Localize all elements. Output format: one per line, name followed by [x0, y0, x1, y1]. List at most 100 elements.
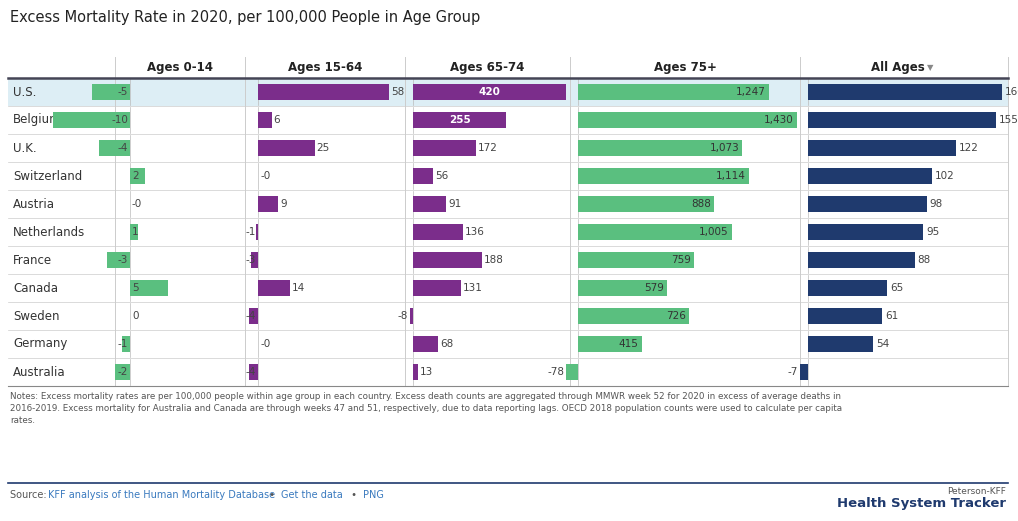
Text: -3: -3 — [245, 255, 256, 265]
Bar — [8, 190, 1008, 218]
Text: 68: 68 — [440, 339, 453, 349]
Text: -0: -0 — [261, 171, 271, 181]
Bar — [808, 225, 923, 240]
Bar — [8, 162, 1008, 190]
Text: -5: -5 — [118, 87, 128, 97]
Bar — [578, 336, 641, 352]
Text: Ages 65-74: Ages 65-74 — [450, 61, 524, 74]
Bar — [107, 252, 130, 268]
Text: Germany: Germany — [13, 338, 67, 351]
Text: -78: -78 — [547, 367, 564, 377]
Text: -0: -0 — [132, 199, 143, 209]
Bar — [258, 140, 315, 156]
Text: 888: 888 — [691, 199, 711, 209]
Text: 9: 9 — [280, 199, 287, 209]
Text: Canada: Canada — [13, 281, 58, 294]
Bar — [413, 364, 417, 380]
Text: Australia: Australia — [13, 366, 65, 378]
Text: 91: 91 — [448, 199, 461, 209]
Text: 726: 726 — [666, 311, 686, 321]
Bar — [53, 113, 130, 128]
Bar — [413, 140, 475, 156]
Text: -4: -4 — [118, 143, 128, 153]
Text: -1: -1 — [245, 227, 256, 237]
Text: U.K.: U.K. — [13, 142, 37, 155]
Text: -4: -4 — [245, 311, 256, 321]
Bar — [249, 364, 258, 380]
Text: 14: 14 — [292, 283, 305, 293]
Bar — [130, 168, 146, 184]
Text: 54: 54 — [876, 339, 890, 349]
Bar — [8, 302, 1008, 330]
Bar — [578, 168, 748, 184]
Bar — [413, 336, 438, 352]
Bar — [410, 308, 413, 324]
Text: Switzerland: Switzerland — [13, 169, 82, 182]
Bar — [578, 225, 732, 240]
Bar — [808, 196, 926, 212]
Text: 102: 102 — [935, 171, 955, 181]
Bar — [808, 252, 914, 268]
Bar — [808, 113, 996, 128]
Text: ▼: ▼ — [926, 63, 934, 72]
Text: Ages 0-14: Ages 0-14 — [147, 61, 213, 74]
Text: Ages 15-64: Ages 15-64 — [288, 61, 362, 74]
Text: 420: 420 — [478, 87, 501, 97]
Bar — [8, 330, 1008, 358]
Text: -4: -4 — [245, 367, 256, 377]
Bar — [578, 252, 694, 268]
Bar — [808, 84, 1002, 100]
Bar — [8, 274, 1008, 302]
Text: Austria: Austria — [13, 197, 55, 210]
Bar — [256, 225, 258, 240]
Bar — [808, 280, 887, 296]
Bar — [799, 364, 808, 380]
Text: -2: -2 — [118, 367, 128, 377]
Text: 88: 88 — [917, 255, 930, 265]
Bar — [808, 140, 956, 156]
Bar — [130, 225, 137, 240]
Text: -1: -1 — [118, 339, 128, 349]
Bar — [8, 218, 1008, 246]
Bar — [578, 308, 689, 324]
Text: -7: -7 — [787, 367, 797, 377]
Bar — [8, 78, 1008, 106]
Text: France: France — [13, 254, 52, 267]
Text: 2: 2 — [132, 171, 138, 181]
Bar — [413, 252, 482, 268]
Text: 759: 759 — [671, 255, 691, 265]
Text: 0: 0 — [132, 311, 138, 321]
Text: Sweden: Sweden — [13, 309, 59, 322]
Text: 65: 65 — [890, 283, 903, 293]
Bar — [251, 252, 258, 268]
Text: 6: 6 — [274, 115, 280, 125]
Text: 1,247: 1,247 — [736, 87, 766, 97]
Bar — [578, 113, 797, 128]
Text: •: • — [348, 490, 360, 500]
Text: 579: 579 — [643, 283, 664, 293]
Bar — [413, 225, 462, 240]
Text: 98: 98 — [929, 199, 943, 209]
Text: KFF analysis of the Human Mortality Database: KFF analysis of the Human Mortality Data… — [48, 490, 275, 500]
Bar — [130, 280, 168, 296]
Bar — [413, 280, 461, 296]
Bar — [8, 246, 1008, 274]
Text: -0: -0 — [261, 339, 271, 349]
Text: 255: 255 — [449, 115, 470, 125]
Text: 160: 160 — [1005, 87, 1018, 97]
Bar — [808, 168, 931, 184]
Bar — [578, 196, 714, 212]
Text: 1,005: 1,005 — [699, 227, 729, 237]
Bar — [808, 336, 873, 352]
Bar — [566, 364, 578, 380]
Text: Peterson-KFF: Peterson-KFF — [947, 487, 1006, 495]
Text: 155: 155 — [999, 115, 1018, 125]
Text: 61: 61 — [885, 311, 898, 321]
Bar — [122, 336, 130, 352]
Text: 122: 122 — [959, 143, 978, 153]
Bar — [100, 140, 130, 156]
Bar — [115, 364, 130, 380]
Text: 415: 415 — [619, 339, 638, 349]
Bar — [413, 196, 446, 212]
Text: -8: -8 — [398, 311, 408, 321]
